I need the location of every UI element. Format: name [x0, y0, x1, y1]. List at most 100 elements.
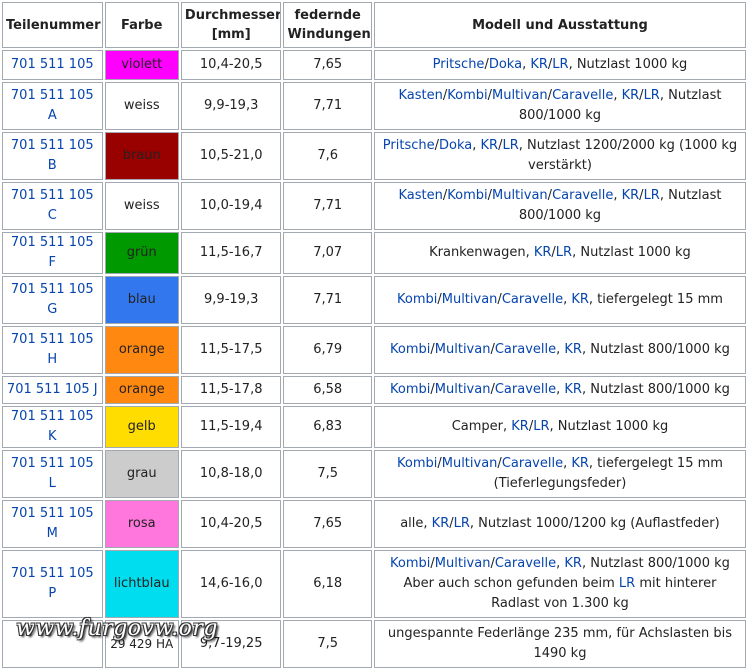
table-row: 29 429 HA 9,7-19,25 7,5 ungespannte Federlä…	[2, 620, 746, 668]
model-text: , Nutzlast 1000 kg	[568, 57, 688, 72]
model-text: /	[490, 382, 495, 397]
model-link[interactable]: LR	[533, 419, 550, 434]
model-link[interactable]: Kasten	[398, 88, 443, 103]
model-link[interactable]: Kombi	[390, 382, 431, 397]
model-link[interactable]: Multivan	[434, 382, 491, 397]
model-text: ,	[556, 342, 565, 357]
model-link[interactable]: Caravelle	[552, 188, 614, 203]
model-text: mit hinterer Radlast von 1.300 kg	[491, 576, 717, 611]
model-text: ,	[556, 382, 565, 397]
model-link[interactable]: LR	[618, 576, 636, 591]
model-link[interactable]: KR	[564, 342, 582, 357]
windings-cell: 7,71	[283, 82, 372, 130]
model-link[interactable]: Kombi	[390, 556, 431, 571]
part-number-link[interactable]: 701 511 105	[2, 50, 103, 80]
model-link[interactable]: KR	[621, 188, 640, 203]
model-link[interactable]: Doka	[488, 57, 523, 72]
model-text: /	[442, 188, 448, 203]
model-cell: alle, KR/LR, Nutzlast 1000/1200 kg (Aufl…	[373, 500, 746, 548]
model-text: , Nutzlast 800/1000 kg	[518, 88, 722, 123]
model-link[interactable]: LR	[643, 188, 660, 203]
diameter-cell: 10,8-18,0	[180, 450, 282, 498]
model-text: , Nutzlast 1000/1200 kg (Auflastfeder)	[469, 516, 720, 531]
part-number-link[interactable]: 701 511 105 H	[2, 326, 103, 374]
model-link[interactable]: KR	[431, 516, 450, 531]
model-link[interactable]: LR	[502, 138, 519, 153]
model-link[interactable]: KR	[530, 57, 548, 72]
model-link[interactable]: LR	[643, 88, 660, 103]
model-link[interactable]: Caravelle	[501, 292, 564, 307]
part-number-link[interactable]: 701 511 105 F	[2, 232, 103, 274]
model-text: /	[497, 292, 502, 307]
table-row: 701 511 105 violett 10,4-20,5 7,65 Pritsche/…	[2, 50, 746, 80]
model-text: , Nutzlast 1000 kg	[572, 245, 691, 260]
windings-cell: 7,65	[283, 500, 372, 548]
model-text: , Nutzlast 800/1000 kg	[581, 342, 730, 357]
model-link[interactable]: Caravelle	[494, 382, 557, 397]
model-text: /	[430, 342, 435, 357]
model-link[interactable]: Caravelle	[494, 342, 557, 357]
model-text: , Nutzlast 1200/2000 kg (1000 kg verstär…	[518, 138, 738, 173]
part-number-link[interactable]: 701 511 105 L	[2, 450, 103, 498]
part-number-link[interactable]: 701 511 105 P	[2, 550, 103, 618]
table-body: 701 511 105 violett 10,4-20,5 7,65 Pritsche/…	[2, 50, 746, 668]
model-text: /	[528, 419, 534, 434]
model-link[interactable]: Caravelle	[501, 456, 564, 471]
model-link[interactable]: Pritsche	[432, 57, 485, 72]
model-link[interactable]: Multivan	[441, 292, 498, 307]
model-link[interactable]: Caravelle	[494, 556, 557, 571]
model-text: /	[551, 245, 556, 260]
model-link[interactable]: Kombi	[396, 292, 438, 307]
part-number-link[interactable]: 701 511 105 B	[2, 132, 103, 180]
part-number-link[interactable]: 701 511 105 M	[2, 500, 103, 548]
model-link[interactable]: LR	[453, 516, 470, 531]
model-link[interactable]: Kombi	[447, 88, 488, 103]
model-text: /	[487, 88, 492, 103]
part-number-link[interactable]: 701 511 105 G	[2, 276, 103, 324]
model-link[interactable]: KR	[511, 419, 529, 434]
model-link[interactable]: KR	[564, 382, 582, 397]
model-text: , Nutzlast 800/1000 kg Aber auch schon g…	[403, 556, 730, 591]
diameter-cell: 10,5-21,0	[180, 132, 282, 180]
model-text: ,	[563, 292, 572, 307]
model-link[interactable]: Multivan	[434, 556, 491, 571]
model-text: ,	[563, 456, 572, 471]
diameter-cell: 10,4-20,5	[180, 50, 282, 80]
model-link[interactable]: Multivan	[441, 456, 498, 471]
model-link[interactable]: Caravelle	[552, 88, 614, 103]
model-cell: Camper, KR/LR, Nutzlast 1000 kg	[373, 406, 746, 448]
model-link[interactable]: Doka	[439, 138, 473, 153]
model-link[interactable]: KR	[533, 245, 552, 260]
part-number-link[interactable]: 701 511 105 A	[2, 82, 103, 130]
color-swatch: rosa	[104, 500, 179, 548]
model-link[interactable]: Kasten	[398, 188, 443, 203]
model-link[interactable]: LR	[555, 245, 573, 260]
model-link[interactable]: LR	[552, 57, 569, 72]
model-cell: Pritsche/Doka, KR/LR, Nutzlast 1000 kg	[373, 50, 746, 80]
model-link[interactable]: KR	[480, 138, 499, 153]
model-link[interactable]: KR	[571, 456, 589, 471]
model-link[interactable]: KR	[564, 556, 582, 571]
part-number-link[interactable]: 701 511 105 C	[2, 182, 103, 230]
model-link[interactable]: Multivan	[434, 342, 491, 357]
model-link[interactable]: Multivan	[491, 188, 548, 203]
model-link[interactable]: Kombi	[390, 342, 431, 357]
diameter-cell: 9,9-19,3	[180, 276, 282, 324]
header-row: Teilenummer Farbe Durchmesser [mm] feder…	[2, 2, 746, 48]
model-text: /	[442, 88, 448, 103]
model-link[interactable]: Kombi	[396, 456, 438, 471]
color-swatch: lichtblau	[104, 550, 179, 618]
model-link[interactable]: Kombi	[447, 188, 488, 203]
model-text: /	[547, 88, 553, 103]
part-number-link[interactable]: 701 511 105 K	[2, 406, 103, 448]
model-link[interactable]: KR	[621, 88, 640, 103]
model-cell: ungespannte Federlänge 235 mm, für Achsl…	[373, 620, 746, 668]
part-number-link[interactable]: 701 511 105 J	[2, 376, 103, 404]
model-link[interactable]: KR	[571, 292, 589, 307]
model-link[interactable]: Pritsche	[382, 138, 435, 153]
model-link[interactable]: Multivan	[491, 88, 548, 103]
